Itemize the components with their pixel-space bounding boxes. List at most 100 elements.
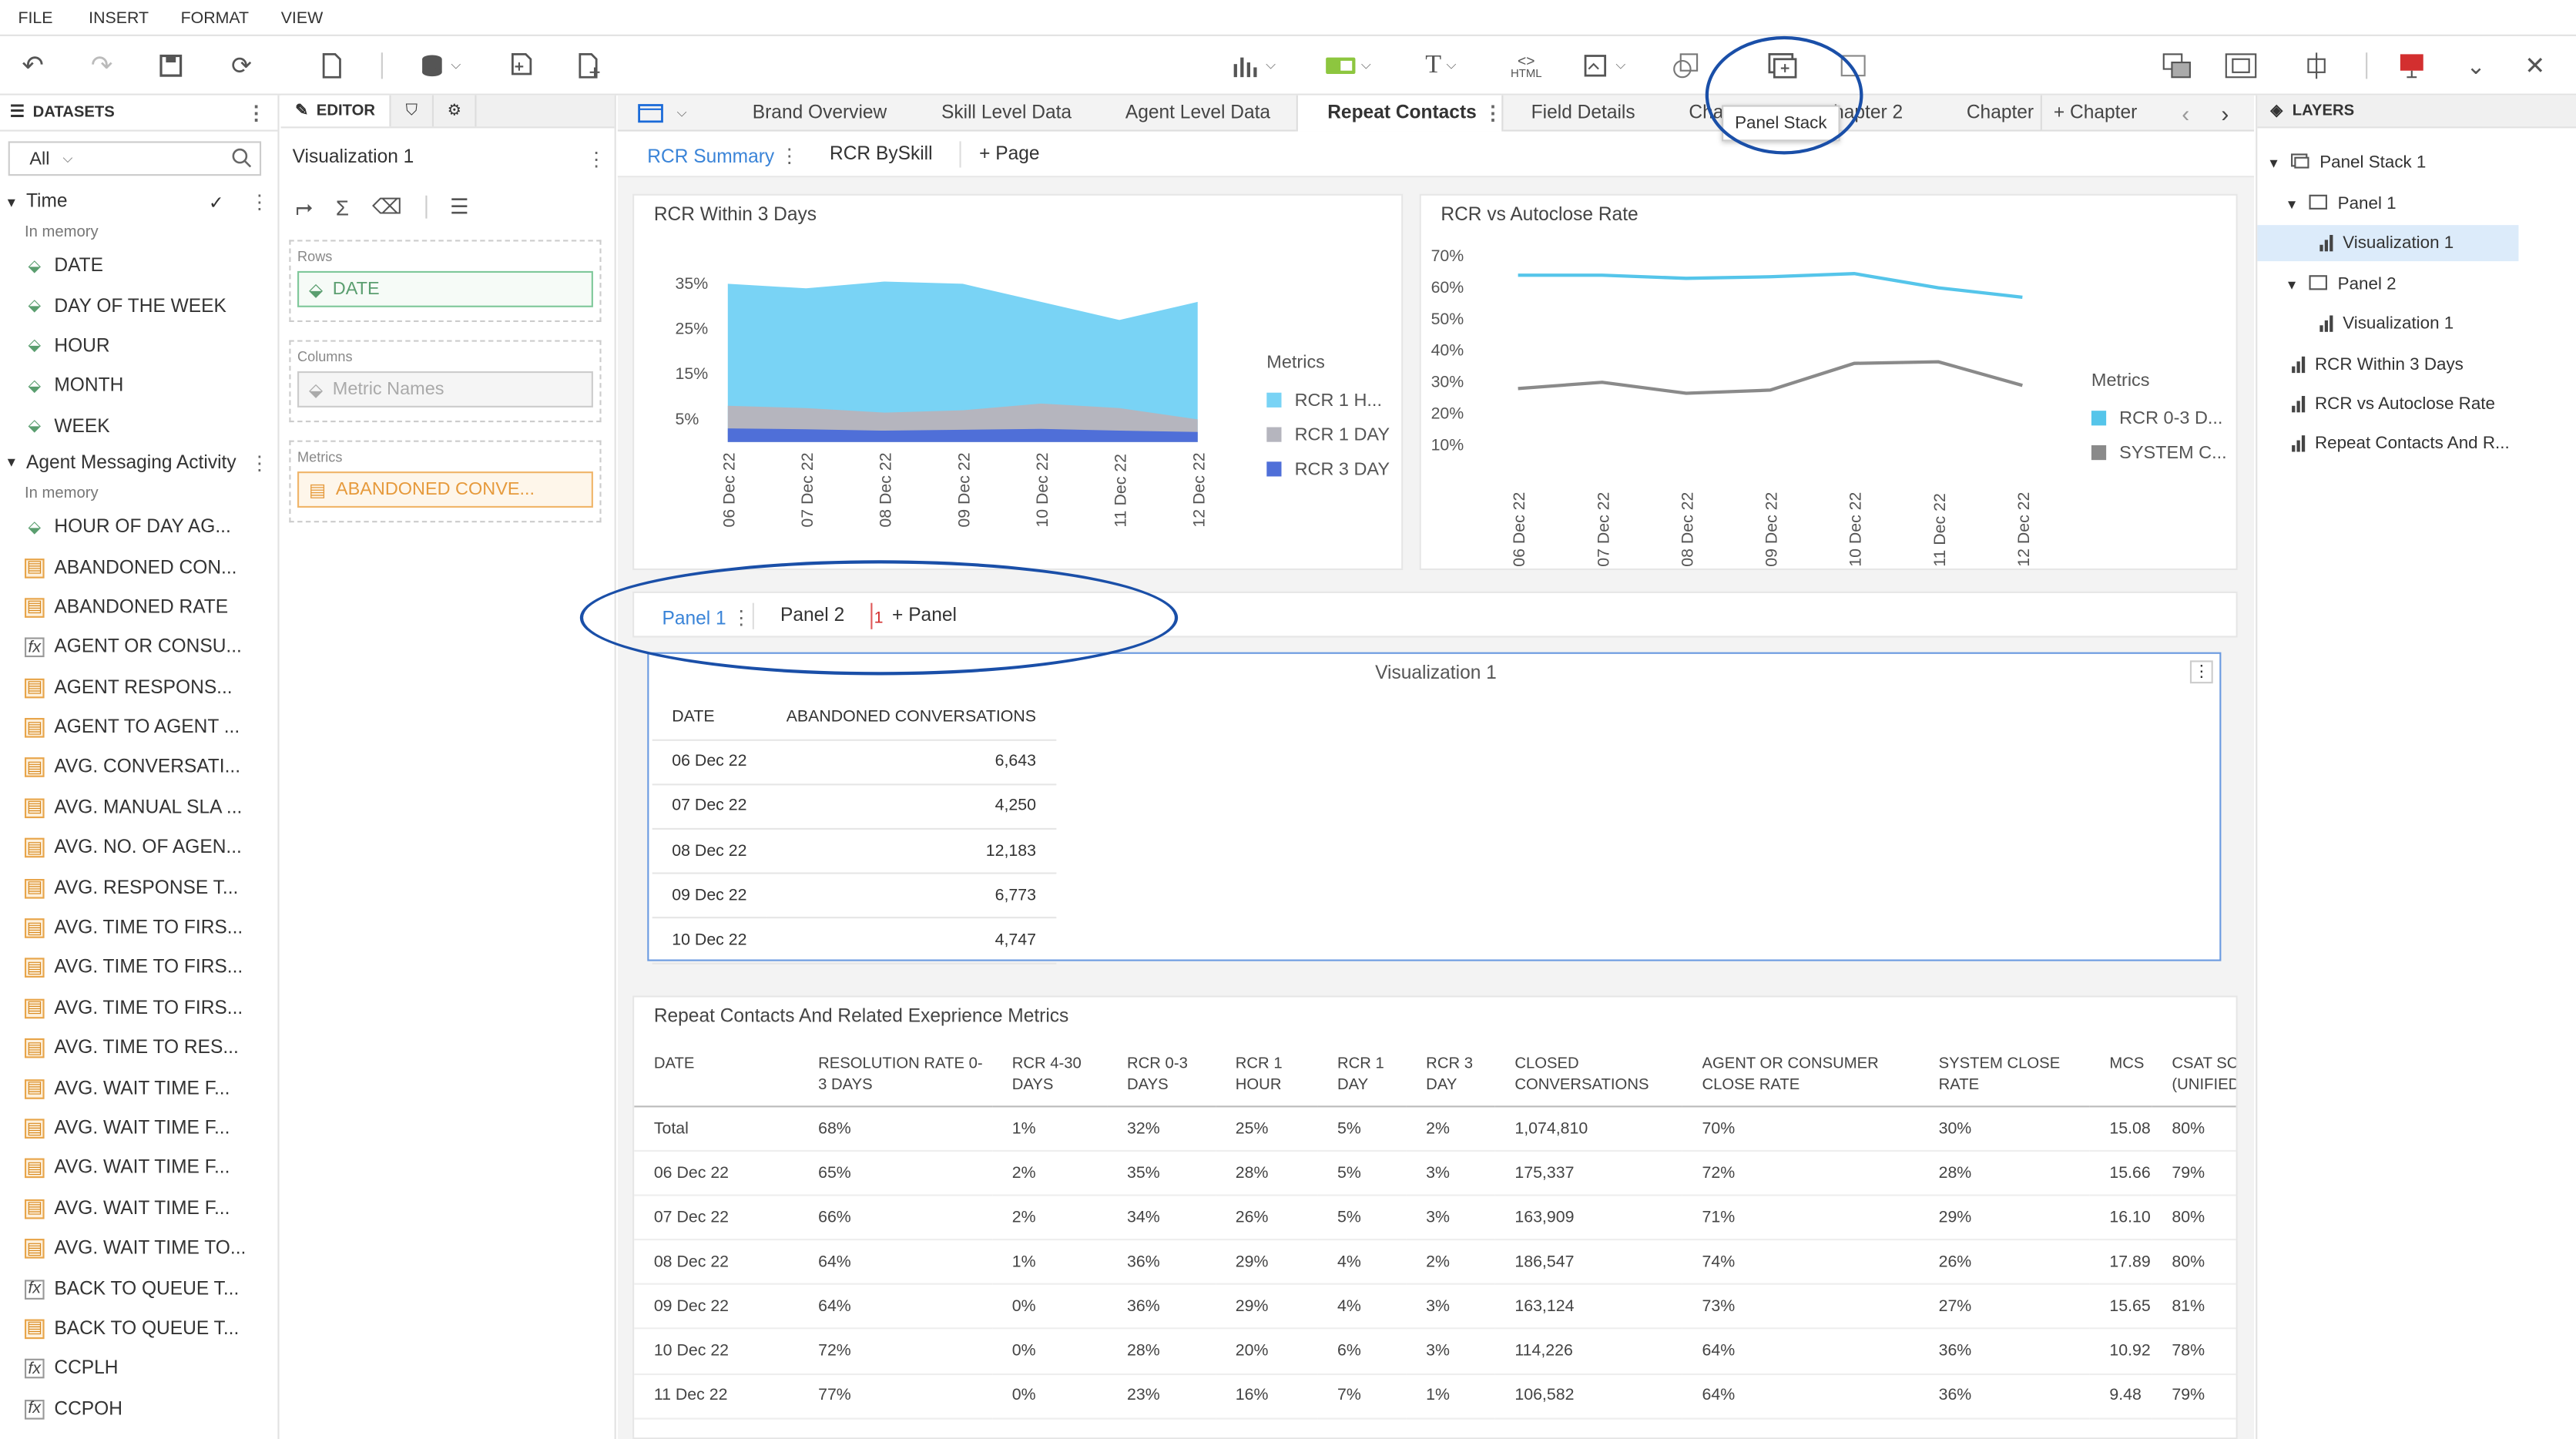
- legend-item[interactable]: RCR 0-3 D...: [2091, 401, 2227, 435]
- group-menu-icon[interactable]: ⋮: [250, 190, 270, 214]
- table-row[interactable]: 07 Dec 22 4,250: [652, 784, 1056, 830]
- dataset-field[interactable]: ▤ AVG. TIME TO FIRS...: [0, 948, 280, 988]
- sum-icon[interactable]: Σ: [335, 194, 350, 220]
- dataset-field[interactable]: fx CCPLH: [0, 1349, 280, 1389]
- chapter-tab-field-details[interactable]: Field Details: [1531, 103, 1635, 123]
- dataset-field[interactable]: fx CCPOH: [0, 1389, 280, 1429]
- scroll-left-icon[interactable]: ‹: [2182, 100, 2190, 127]
- dataset-field[interactable]: ⬙ DATE: [0, 247, 280, 287]
- table-row[interactable]: 06 Dec 22 6,643: [652, 740, 1056, 786]
- menu-view[interactable]: VIEW: [280, 9, 324, 29]
- table-row[interactable]: Total 68% 1% 32% 25% 5% 2% 1,074,810 70% 30% 15.08…: [634, 1106, 2236, 1152]
- duplicate-page-icon[interactable]: [503, 49, 536, 82]
- dataset-field[interactable]: ▤ AVG. TIME TO FIRS...: [0, 908, 280, 948]
- dataset-field[interactable]: ▤ AVG. RESPONSE T...: [0, 868, 280, 908]
- grid-header[interactable]: RCR 3 DAY: [1406, 1039, 1495, 1108]
- align-icon[interactable]: [2300, 49, 2333, 82]
- chapter-tab-repeat-contacts[interactable]: Repeat Contacts ⋮: [1296, 95, 1504, 132]
- table-row[interactable]: 08 Dec 22 64% 1% 36% 29% 4% 2% 186,547 74% 26% 17.…: [634, 1239, 2236, 1286]
- grid-header[interactable]: RCR 1 HOUR: [1216, 1039, 1318, 1108]
- page-export-icon[interactable]: [315, 49, 348, 82]
- legend-item[interactable]: SYSTEM C...: [2091, 435, 2227, 470]
- scroll-right-icon[interactable]: ›: [2221, 100, 2229, 127]
- insert-shape-icon[interactable]: [1669, 49, 1702, 82]
- menu-file[interactable]: FILE: [18, 9, 53, 29]
- legend-item[interactable]: RCR 3 DAY: [1266, 451, 1390, 486]
- chapter-menu-icon[interactable]: ⋮: [1483, 102, 1503, 126]
- dataset-field[interactable]: ▤ AVG. WAIT TIME F...: [0, 1068, 280, 1109]
- add-chapter-button[interactable]: + Chapter: [2040, 95, 2137, 132]
- table-row[interactable]: 10 Dec 22 4,747: [652, 918, 1056, 964]
- page-tab-rcr-byskill[interactable]: RCR BySkill: [830, 144, 933, 165]
- viz1-header-date[interactable]: DATE: [652, 695, 767, 741]
- grid-header[interactable]: RCR 1 DAY: [1317, 1039, 1407, 1108]
- tab-editor[interactable]: ✎ EDITOR: [280, 95, 391, 127]
- dataset-field[interactable]: ▤ AVG. TIME TO FIRS...: [0, 988, 280, 1028]
- table-row[interactable]: 06 Dec 22 65% 2% 35% 28% 5% 3% 175,337 72% 28% 15.…: [634, 1151, 2236, 1197]
- metrics-pill[interactable]: ▤ ABANDONED CONVE...: [297, 471, 593, 508]
- grid-header[interactable]: RCR 0-3 DAYS: [1107, 1039, 1216, 1108]
- dataset-field[interactable]: ▤ AVG. TIME TO RES...: [0, 1028, 280, 1068]
- chart-rcr-vs-autoclose[interactable]: RCR vs Autoclose Rate 70% 60% 50% 40% 30% 20%…: [1419, 193, 2238, 571]
- rows-shelf[interactable]: Rows ⬙ DATE: [289, 240, 602, 323]
- table-row[interactable]: 11 Dec 22 77% 0% 23% 16% 7% 1% 106,582 64% 36% 9.4…: [634, 1374, 2236, 1419]
- viz-options-icon[interactable]: ⋮: [2189, 660, 2213, 684]
- grid-header[interactable]: SYSTEM CLOSE RATE: [1918, 1039, 2090, 1108]
- swap-axes-icon[interactable]: ⮣: [295, 193, 314, 219]
- chapter-tab-skill-level[interactable]: Skill Level Data: [941, 103, 1072, 123]
- grid-header[interactable]: CSAT SCO (UNIFIED: [2152, 1039, 2236, 1108]
- menu-insert[interactable]: INSERT: [89, 9, 149, 29]
- search-icon[interactable]: [232, 148, 252, 173]
- tab-filter[interactable]: ⛉: [391, 95, 434, 127]
- layer-repeat-contacts[interactable]: Repeat Contacts And R...: [2292, 425, 2510, 461]
- columns-shelf[interactable]: Columns ⬙ Metric Names: [289, 340, 602, 423]
- table-row[interactable]: 09 Dec 22 6,773: [652, 874, 1056, 920]
- grid-header[interactable]: CLOSED CONVERSATIONS: [1494, 1039, 1682, 1108]
- layer-rcr-within-3-days[interactable]: RCR Within 3 Days: [2292, 347, 2464, 383]
- page-layout-select[interactable]: ⌵: [637, 96, 687, 132]
- dataset-field[interactable]: ▤ AGENT RESPONS...: [0, 668, 280, 708]
- dataset-field[interactable]: fx AGENT OR CONSU...: [0, 628, 280, 668]
- dataset-field[interactable]: ▤ AGENT TO AGENT ...: [0, 708, 280, 748]
- eraser-icon[interactable]: ⌫: [371, 193, 403, 219]
- dataset-field[interactable]: ▤ AVG. WAIT TIME F...: [0, 1109, 280, 1149]
- group-menu-icon[interactable]: ⋮: [250, 451, 270, 475]
- repeat-contacts-grid[interactable]: Repeat Contacts And Related Exeprience M…: [632, 995, 2238, 1439]
- grid-header[interactable]: AGENT OR CONSUMER CLOSE RATE: [1682, 1039, 1919, 1108]
- add-page-button[interactable]: + Page: [979, 144, 1040, 165]
- datasets-filter-select[interactable]: All: [29, 149, 50, 169]
- layer-panel-2[interactable]: ▼ Panel 2: [2285, 274, 2397, 294]
- metrics-shelf[interactable]: Metrics ▤ ABANDONED CONVE...: [289, 440, 602, 523]
- grid-header[interactable]: MCS: [2089, 1039, 2152, 1108]
- dataset-field[interactable]: fx BACK TO QUEUE T...: [0, 1269, 280, 1309]
- chapter-tab-chapter[interactable]: Chapter: [1966, 103, 2034, 123]
- page-tab-rcr-summary[interactable]: RCR Summary ⋮: [647, 144, 800, 168]
- dataset-group[interactable]: ▼ Time ✓ ⋮: [5, 190, 270, 214]
- visualization-1[interactable]: Visualization 1 ⋮ DATE ABANDONED CONVERS…: [647, 652, 2222, 964]
- dataset-field[interactable]: ▤ AVG. CONVERSATI...: [0, 748, 280, 788]
- table-row[interactable]: 09 Dec 22 64% 0% 36% 29% 4% 3% 163,124 73% 27% 15.…: [634, 1284, 2236, 1330]
- settings-sliders-icon[interactable]: ☰: [450, 193, 469, 219]
- columns-pill[interactable]: ⬙ Metric Names: [297, 371, 593, 408]
- grid-header[interactable]: RESOLUTION RATE 0-3 DAYS: [798, 1039, 993, 1108]
- redo-icon[interactable]: ↷: [90, 52, 113, 81]
- dataset-field[interactable]: ▤ AVG. WAIT TIME TO...: [0, 1229, 280, 1269]
- datasets-menu-icon[interactable]: ⋮: [246, 101, 267, 125]
- page-menu-icon[interactable]: ⋮: [779, 144, 800, 168]
- table-row[interactable]: 10 Dec 22 72% 0% 28% 20% 6% 3% 114,226 64% 36% 10.…: [634, 1329, 2236, 1375]
- insert-image-icon[interactable]: ⌵: [1577, 49, 1633, 82]
- grid-header[interactable]: RCR 4-30 DAYS: [992, 1039, 1108, 1108]
- dataset-field[interactable]: ⬙ HOUR OF DAY AG...: [0, 508, 280, 548]
- chapter-tab-brand-overview[interactable]: Brand Overview: [752, 103, 887, 123]
- collapse-icon[interactable]: ⌄: [2466, 52, 2486, 79]
- layer-panel-1[interactable]: ▼ Panel 1: [2285, 193, 2397, 214]
- table-row[interactable]: 08 Dec 22 12,183: [652, 829, 1056, 875]
- grid-header[interactable]: DATE: [634, 1039, 799, 1108]
- menu-format[interactable]: FORMAT: [180, 9, 250, 29]
- save-icon[interactable]: [154, 49, 187, 82]
- insert-text-icon[interactable]: T ⌵: [1425, 51, 1457, 79]
- insert-filter-icon[interactable]: ⌵: [1321, 49, 1377, 82]
- insert-html-icon[interactable]: <> HTML: [1510, 52, 1542, 80]
- close-icon[interactable]: ✕: [2524, 52, 2546, 81]
- add-dataset-icon[interactable]: ⌵: [411, 49, 470, 82]
